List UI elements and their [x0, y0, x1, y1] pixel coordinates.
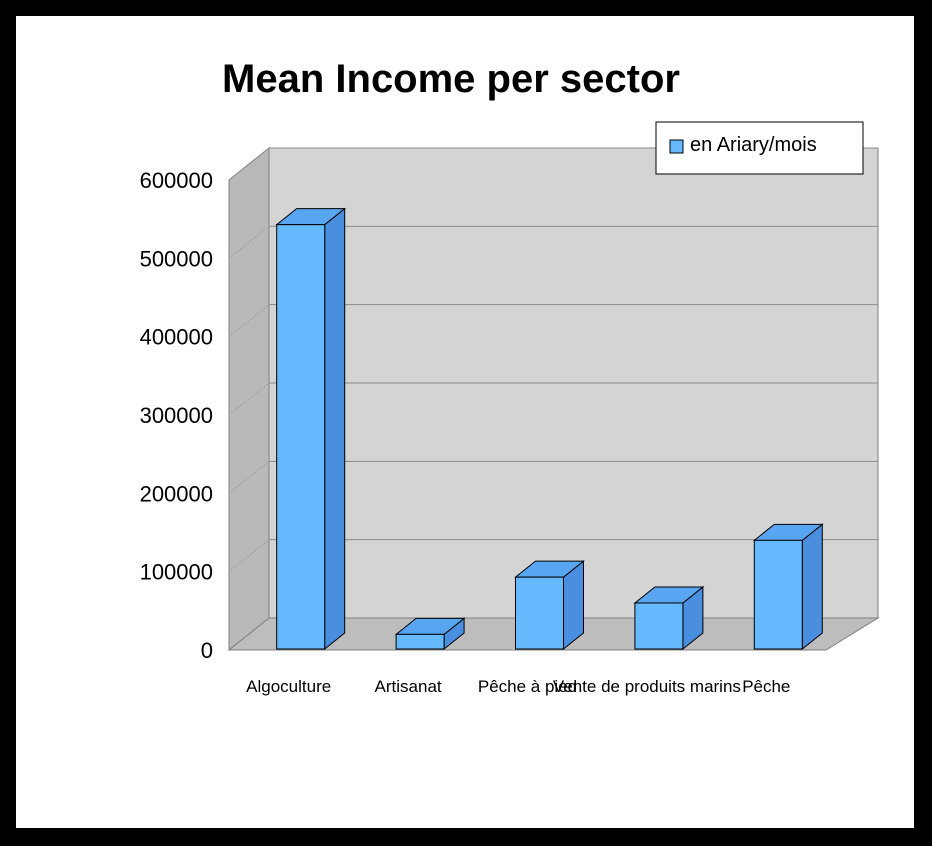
bar: [633, 585, 705, 651]
bar: [275, 207, 347, 651]
bar-front: [634, 602, 684, 650]
gridline-depth: [228, 539, 270, 573]
gridline-depth: [228, 225, 270, 259]
bar-front: [276, 224, 326, 650]
gridline-depth: [228, 382, 270, 416]
legend-swatch: [669, 139, 684, 154]
chart-bars: [275, 207, 824, 651]
bar-front: [515, 576, 564, 650]
gridline-depth: [228, 147, 270, 181]
legend-box: [655, 121, 864, 175]
x-tick-label: Pêche à pied: [478, 677, 577, 696]
gridline-depth: [228, 460, 270, 494]
y-tick-label: 100000: [140, 560, 213, 585]
bar-side: [801, 523, 823, 651]
x-tick-label: Vente de produits marins: [553, 677, 741, 696]
bar: [752, 523, 824, 651]
bar-chart: Mean Income per sector 0 100000 200000 3000…: [140, 57, 880, 696]
legend: en Ariary/mois: [655, 121, 864, 175]
chart-frame: Mean Income per sector 0 100000 200000 3000…: [16, 16, 914, 828]
x-tick-label: Algoculture: [246, 677, 331, 696]
bar: [514, 560, 585, 651]
y-axis-tick-labels: 0 100000 200000 300000 400000 500000 600000: [140, 168, 213, 663]
bar: [394, 617, 466, 651]
x-tick-label: Pêche: [742, 677, 790, 696]
bar-front: [395, 633, 445, 650]
y-tick-label: 600000: [140, 168, 213, 193]
y-tick-label: 400000: [140, 325, 213, 350]
gridline-depth: [228, 304, 270, 338]
y-tick-label: 300000: [140, 403, 213, 428]
y-tick-label: 200000: [140, 481, 213, 506]
legend-label: en Ariary/mois: [690, 134, 817, 156]
x-tick-label: Artisanat: [375, 677, 442, 696]
y-tick-label: 0: [201, 638, 213, 663]
bar-side: [324, 207, 346, 651]
side-wall: [228, 146, 270, 652]
bar-front: [753, 539, 803, 650]
chart-gridlines: [228, 147, 878, 573]
y-tick-label: 500000: [140, 246, 213, 271]
chart-title: Mean Income per sector: [222, 57, 680, 101]
